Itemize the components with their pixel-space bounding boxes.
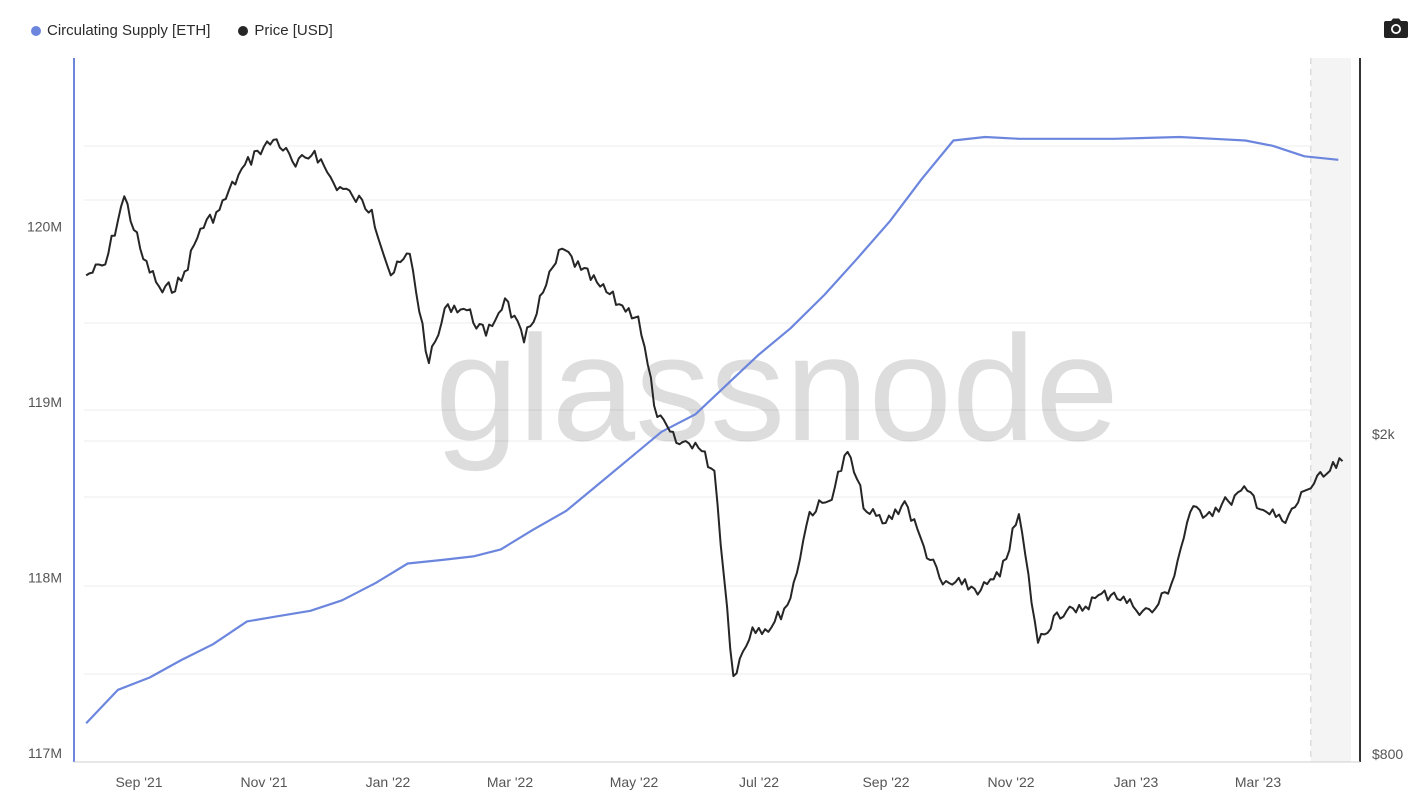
forecast-shading [1310,58,1351,762]
axes [73,58,1361,763]
x-tick-label: Jan '22 [366,774,411,790]
y-right-tick-label: $800 [1372,746,1403,762]
y-right-ticks: $800 $2k [1372,426,1403,762]
x-tick-label: Sep '21 [115,774,162,790]
x-tick-label: Mar '22 [487,774,533,790]
y-left-tick-label: 120M [27,219,62,235]
grid-lines [84,145,1351,675]
x-tick-label: Sep '22 [862,774,909,790]
y-left-tick-label: 118M [28,570,62,586]
series-line-price [85,138,1344,678]
x-tick-label: Jul '22 [739,774,779,790]
x-tick-label: Mar '23 [1235,774,1281,790]
legend-label-supply: Circulating Supply [ETH] [47,22,211,39]
x-tick-label: Jan '23 [1114,774,1159,790]
legend-item-supply[interactable]: Circulating Supply [ETH] [31,22,210,39]
x-tick-label: May '22 [610,774,659,790]
camera-icon[interactable] [1384,18,1408,38]
y-right-tick-label: $2k [1372,426,1396,442]
x-tick-label: Nov '21 [240,774,287,790]
x-axis-ticks: Sep '21 Nov '21 Jan '22 Mar '22 May '22 Jul '… [115,774,1281,790]
y-left-ticks: 117M 118M 119M 120M [27,219,62,762]
y-left-tick-label: 119M [28,394,62,410]
legend-dot-supply [31,25,41,36]
legend-item-price[interactable]: Price [USD] [238,22,333,39]
chart-legend: Circulating Supply [ETH] Price [USD] [31,22,333,39]
legend-label-price: Price [USD] [254,22,333,39]
y-left-tick-label: 117M [28,745,62,761]
legend-dot-price [238,25,249,36]
series-line-supply [85,135,1339,724]
watermark-text: glassnode [435,304,1119,472]
x-tick-label: Nov '22 [987,774,1034,790]
